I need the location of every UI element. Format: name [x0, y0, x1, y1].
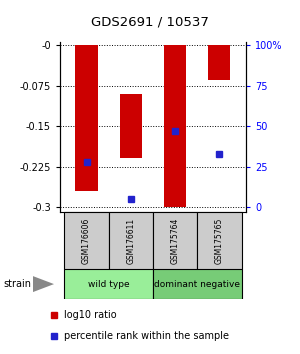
Bar: [76, 45, 98, 191]
Text: dominant negative: dominant negative: [154, 280, 240, 289]
Text: GSM176606: GSM176606: [82, 217, 91, 264]
Polygon shape: [33, 276, 54, 292]
Text: log10 ratio: log10 ratio: [64, 310, 117, 320]
Bar: [109, 212, 153, 269]
Text: GSM176611: GSM176611: [126, 218, 135, 264]
Text: GSM175764: GSM175764: [171, 217, 180, 264]
Bar: [64, 212, 109, 269]
Text: strain: strain: [3, 279, 31, 289]
Bar: [197, 212, 242, 269]
Text: GSM175765: GSM175765: [215, 217, 224, 264]
Bar: [120, 94, 142, 159]
Bar: [153, 212, 197, 269]
Bar: [153, 269, 242, 299]
Bar: [164, 45, 186, 207]
Text: percentile rank within the sample: percentile rank within the sample: [64, 331, 230, 341]
Text: GDS2691 / 10537: GDS2691 / 10537: [91, 16, 209, 29]
Bar: [208, 45, 230, 80]
Text: wild type: wild type: [88, 280, 130, 289]
Bar: [64, 269, 153, 299]
